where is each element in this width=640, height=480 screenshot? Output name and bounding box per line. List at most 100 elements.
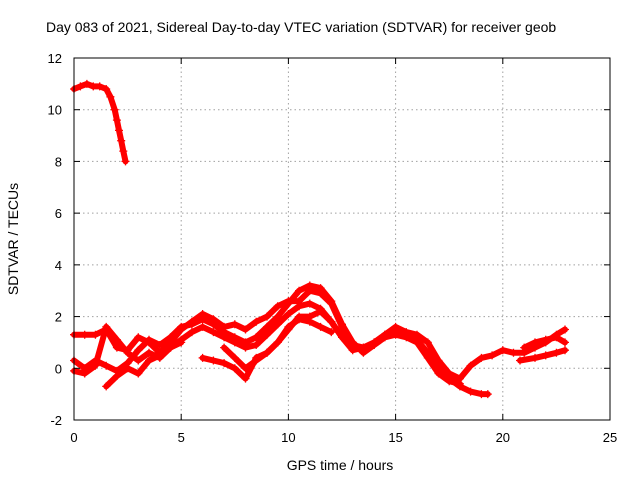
data-point: [263, 312, 271, 321]
x-tick-label: 0: [70, 430, 77, 445]
data-point: [316, 307, 325, 316]
data-point: [466, 361, 475, 370]
data-point: [273, 338, 282, 347]
series: [70, 79, 130, 166]
x-tick-label: 25: [603, 430, 617, 445]
data-point: [106, 92, 115, 101]
data-point: [531, 338, 539, 347]
data-point: [155, 351, 164, 360]
x-tick-label: 5: [178, 430, 185, 445]
data-point: [263, 330, 271, 339]
data-point: [295, 286, 304, 295]
data-point: [241, 325, 250, 334]
x-tick-label: 15: [388, 430, 402, 445]
data-point: [561, 338, 569, 347]
series: [520, 333, 569, 352]
data-point: [295, 302, 304, 311]
data-point: [252, 317, 261, 326]
data-point: [252, 356, 261, 365]
data-point: [391, 325, 400, 334]
data-point: [187, 328, 196, 337]
data-point: [445, 374, 454, 383]
data-point: [102, 85, 111, 93]
series-line: [103, 339, 185, 390]
data-point: [134, 346, 143, 355]
data-point: [552, 348, 561, 357]
data-point: [198, 315, 207, 324]
data-point: [119, 147, 128, 156]
data-point: [230, 364, 239, 373]
data-point: [91, 361, 100, 370]
data-point: [134, 369, 143, 378]
data-point: [177, 338, 186, 347]
data-point: [284, 310, 293, 318]
y-tick-label: 12: [48, 51, 62, 66]
data-point: [273, 302, 282, 311]
data-point: [230, 353, 239, 362]
series-line: [71, 80, 129, 165]
data-point: [327, 297, 336, 306]
data-point: [413, 335, 421, 344]
data-point: [95, 82, 104, 91]
y-tick-label: 6: [55, 206, 62, 221]
data-point: [110, 105, 119, 114]
data-point: [561, 325, 569, 334]
x-tick-label: 20: [496, 430, 510, 445]
data-point: [327, 317, 336, 326]
data-point: [91, 330, 100, 339]
data-point: [552, 333, 561, 342]
data-point: [230, 338, 239, 347]
data-point: [80, 369, 89, 378]
data-point: [241, 343, 250, 352]
data-point: [541, 335, 550, 344]
data-point: [187, 320, 196, 329]
data-point: [359, 343, 368, 352]
data-point: [509, 348, 518, 357]
data-point: [145, 356, 153, 365]
data-point: [241, 374, 250, 383]
data-point: [115, 126, 123, 135]
data-point: [166, 333, 175, 342]
y-tick-label: 8: [55, 154, 62, 169]
data-point: [370, 338, 379, 347]
data-point: [123, 364, 132, 373]
data-point: [76, 82, 85, 91]
data-point: [145, 335, 153, 344]
data-point: [82, 79, 91, 88]
series-line: [71, 300, 491, 398]
data-point: [102, 361, 111, 370]
series: [220, 315, 336, 373]
data-point: [423, 338, 432, 347]
data-point: [241, 364, 250, 373]
data-point: [134, 356, 143, 365]
data-point: [477, 353, 486, 362]
data-point: [498, 346, 507, 355]
plot-frame: [73, 57, 611, 421]
data-point: [327, 328, 336, 337]
data-point: [209, 356, 218, 365]
data-point: [541, 351, 550, 360]
data-series: [70, 79, 569, 399]
data-point: [402, 330, 411, 339]
x-tick-label: 10: [281, 430, 295, 445]
data-point: [112, 335, 121, 344]
data-point: [295, 315, 304, 324]
y-tick-label: -2: [50, 413, 62, 428]
x-tick-labels: 0 5 10 15 20 25: [70, 430, 617, 445]
grid: [74, 58, 610, 420]
data-point: [112, 116, 121, 125]
data-point: [220, 359, 229, 368]
data-point: [263, 322, 271, 331]
x-axis-label: GPS time / hours: [287, 457, 394, 473]
axis-ticks: [73, 57, 611, 421]
data-point: [316, 322, 325, 331]
data-point: [516, 356, 524, 365]
y-tick-label: 10: [48, 103, 62, 118]
data-point: [220, 343, 229, 352]
data-point: [561, 346, 569, 355]
data-point: [380, 330, 389, 339]
data-point: [423, 348, 432, 357]
data-point: [455, 382, 464, 391]
series: [516, 346, 569, 365]
y-axis-label: SDTVAR / TECUs: [5, 183, 21, 295]
